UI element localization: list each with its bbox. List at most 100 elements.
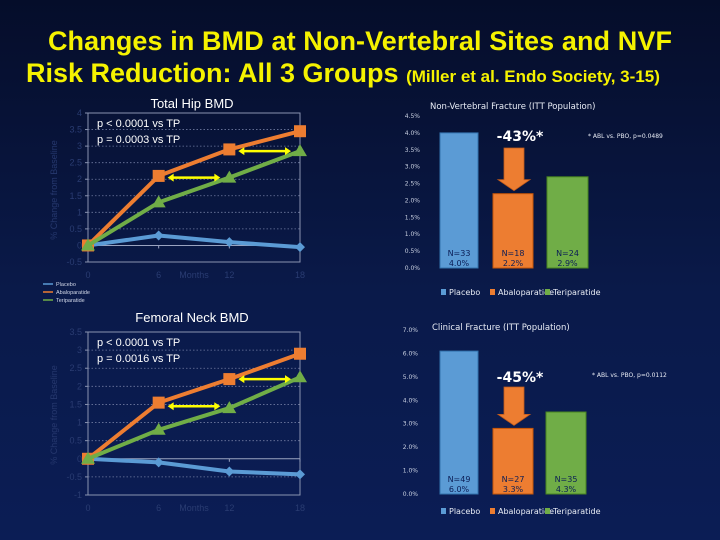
- legend-label: Teriparatide: [552, 507, 601, 516]
- y-tick-label: 2.0%: [405, 197, 421, 204]
- series-line-placebo: [87, 456, 301, 477]
- bar-pct-label: 4.3%: [556, 485, 577, 494]
- arrowhead-right: [285, 147, 291, 156]
- series-line-placebo: [87, 233, 301, 250]
- bar-abaloparatide: [492, 427, 534, 495]
- legend-label: Abaloparatide: [56, 290, 90, 296]
- x-axis-label: Months: [179, 270, 209, 280]
- y-tick-label: 4: [77, 108, 82, 118]
- footnote: * ABL vs. PBO, p=0.0112: [592, 372, 667, 379]
- y-tick-label: 0.5: [69, 224, 82, 234]
- plot-area: [87, 112, 301, 263]
- data-point-abaloparatide: [294, 125, 306, 138]
- y-tick-label: 6.0%: [403, 350, 419, 357]
- bar-n-label: N=35: [555, 475, 578, 484]
- y-tick-label: 0.0%: [403, 491, 419, 498]
- bar-pct-label: 4.0%: [449, 259, 470, 268]
- arrowhead-left: [167, 173, 174, 182]
- x-tick-label: 0: [85, 270, 90, 280]
- y-tick-label: 4.5%: [405, 113, 421, 120]
- x-tick-label: 12: [224, 270, 234, 280]
- y-tick-label: 2.5: [69, 363, 82, 373]
- arrowhead-right: [285, 375, 291, 384]
- y-tick-label: 1.5%: [405, 214, 421, 221]
- arrowhead-right: [214, 173, 221, 182]
- x-axis-label: Months: [179, 503, 209, 513]
- y-tick-label: 1.0%: [405, 231, 421, 238]
- arrowhead-left: [167, 402, 174, 411]
- bar-teriparatide: [545, 411, 587, 495]
- slide-title-line-2: Risk Reduction: All 3 Groups (Miller et …: [8, 58, 720, 89]
- y-tick-label: 3: [77, 345, 82, 355]
- legend-label: Placebo: [449, 288, 480, 297]
- total-hip-chart: Total Hip BMD-0.500.511.522.533.540 6 12 18…: [43, 96, 307, 304]
- chart-title: Non-Vertebral Fracture (ITT Population): [430, 102, 595, 112]
- chart-title: Femoral Neck BMD: [135, 310, 248, 325]
- legend-swatch-abaloparatide: [490, 508, 495, 514]
- bar-n-label: N=49: [448, 475, 471, 484]
- y-tick-label: 0.5%: [405, 248, 421, 255]
- x-tick-label: 0: [85, 503, 90, 513]
- x-tick-label: 6: [156, 503, 161, 513]
- bar-abaloparatide: [492, 193, 534, 269]
- series-line-abaloparatide: [86, 351, 301, 461]
- bar-pct-label: 3.3%: [503, 485, 524, 494]
- data-point-teriparatide: [151, 422, 166, 435]
- data-point-teriparatide: [293, 370, 307, 383]
- series-line-teriparatide: [86, 149, 301, 248]
- bar-placebo: [439, 132, 479, 269]
- clinical-chart: Clinical Fracture (ITT Population) 0.0% 1.…: [403, 323, 667, 516]
- y-tick-label: 4.0%: [405, 130, 421, 137]
- legend-label: Abaloparatide: [498, 288, 554, 297]
- series-line-teriparatide: [87, 375, 301, 461]
- series-line-abaloparatide: [86, 129, 301, 247]
- footnote: * ABL vs. PBO, p=0.0489: [588, 133, 663, 140]
- y-tick-label: 0: [77, 454, 82, 464]
- y-tick-label: 3: [77, 141, 82, 151]
- y-tick-label: 0: [77, 240, 82, 250]
- arrowhead-left: [238, 147, 245, 156]
- bar-placebo: [439, 350, 479, 495]
- data-point-placebo: [224, 237, 235, 248]
- data-point-teriparatide: [222, 401, 237, 414]
- data-point-abaloparatide: [223, 373, 236, 386]
- y-tick-label: 1: [77, 207, 82, 217]
- data-point-placebo: [153, 457, 164, 468]
- p-value-annotation: p = 0.0003 vs TP: [97, 134, 180, 146]
- bar-pct-label: 2.9%: [557, 259, 578, 268]
- p-value-annotation: p < 0.0001 vs TP: [97, 337, 180, 349]
- bar-pct-label: 2.2%: [503, 259, 524, 268]
- data-point-abaloparatide: [294, 347, 306, 360]
- legend-swatch-teriparatide: [545, 508, 550, 514]
- legend-swatch-placebo: [441, 289, 446, 295]
- data-point-placebo: [224, 466, 235, 477]
- data-point-abaloparatide: [152, 396, 165, 409]
- legend-label: Placebo: [56, 282, 76, 288]
- y-tick-label: 2: [77, 381, 82, 391]
- data-point-teriparatide: [222, 170, 237, 183]
- y-tick-label: 1: [77, 418, 82, 428]
- data-point-teriparatide: [151, 195, 166, 208]
- y-tick-label: -0.5: [66, 257, 82, 267]
- y-tick-label: 1.5: [69, 191, 82, 201]
- chart-title: Clinical Fracture (ITT Population): [432, 323, 570, 333]
- bar-teriparatide: [546, 176, 589, 269]
- y-tick-label: 0.5: [69, 436, 82, 446]
- y-tick-label: 4.0%: [403, 397, 419, 404]
- y-axis-label: % Change from Baseline: [49, 140, 59, 240]
- bar-n-label: N=18: [502, 249, 525, 258]
- data-point-teriparatide: [293, 144, 307, 157]
- y-tick-label: 2: [77, 174, 82, 184]
- bar-pct-label: 6.0%: [449, 485, 470, 494]
- down-arrow-icon: [496, 386, 532, 426]
- data-point-placebo: [295, 242, 305, 253]
- legend-label: Abaloparatide: [498, 507, 554, 516]
- legend-swatch-teriparatide: [545, 289, 550, 295]
- bar-n-label: N=24: [556, 249, 579, 258]
- y-tick-label: 3.5: [69, 327, 82, 337]
- y-tick-label: 7.0%: [403, 327, 419, 334]
- data-point-placebo: [295, 469, 305, 480]
- reduction-label: -43%*: [497, 129, 544, 145]
- y-tick-label: 3.5: [69, 125, 82, 135]
- y-tick-label: 2.5%: [405, 181, 421, 188]
